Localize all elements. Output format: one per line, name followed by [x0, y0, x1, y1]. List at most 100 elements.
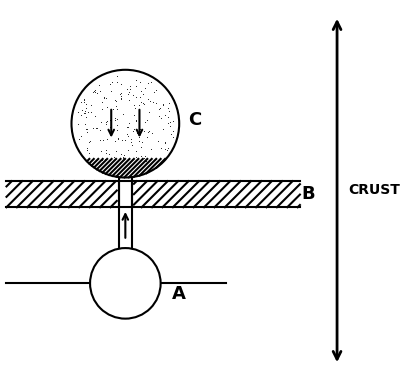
Point	[126, 88, 132, 94]
Point	[132, 93, 139, 99]
Point	[78, 112, 85, 118]
Point	[93, 125, 99, 131]
Point	[138, 88, 144, 94]
Point	[82, 101, 89, 107]
Circle shape	[90, 248, 161, 319]
Point	[104, 104, 110, 110]
Point	[98, 106, 105, 112]
Point	[113, 148, 119, 154]
Point	[118, 81, 124, 87]
Point	[113, 127, 120, 133]
Point	[119, 154, 126, 160]
Point	[117, 91, 124, 98]
Point	[102, 119, 109, 125]
Point	[106, 150, 113, 157]
Point	[146, 98, 153, 104]
Point	[84, 109, 91, 115]
Point	[133, 118, 140, 124]
Point	[103, 120, 110, 126]
Point	[143, 117, 150, 123]
Point	[154, 138, 161, 144]
Point	[94, 125, 100, 131]
Point	[118, 151, 124, 157]
Point	[136, 79, 143, 85]
Point	[137, 126, 143, 132]
Point	[115, 136, 122, 142]
Point	[96, 127, 103, 133]
Point	[81, 99, 87, 105]
Point	[162, 141, 168, 147]
Point	[118, 96, 124, 102]
Point	[170, 118, 176, 124]
Point	[130, 92, 137, 98]
Point	[98, 148, 104, 154]
Point	[125, 147, 132, 153]
Point	[166, 108, 172, 114]
Point	[160, 101, 167, 107]
Point	[141, 128, 147, 134]
Point	[156, 106, 162, 112]
Bar	[119, 178, 132, 248]
Point	[98, 119, 104, 125]
Point	[118, 90, 124, 96]
Point	[76, 136, 82, 142]
Point	[132, 77, 139, 83]
Point	[74, 121, 81, 127]
Point	[131, 102, 137, 108]
Point	[136, 102, 142, 108]
Point	[156, 114, 162, 120]
Point	[97, 137, 103, 143]
Text: CRUST: CRUST	[348, 184, 400, 197]
Point	[149, 158, 156, 165]
Point	[91, 88, 98, 94]
Point	[113, 98, 120, 104]
Point	[137, 94, 143, 100]
Point	[103, 95, 109, 101]
Point	[82, 108, 89, 114]
Point	[90, 125, 96, 131]
Point	[142, 85, 148, 91]
Point	[149, 130, 155, 136]
Point	[167, 118, 174, 125]
Point	[133, 83, 140, 89]
Point	[108, 79, 115, 85]
Point	[145, 80, 151, 86]
Point	[158, 115, 164, 121]
Point	[82, 121, 88, 127]
Point	[127, 83, 133, 89]
Point	[160, 102, 166, 109]
Point	[92, 87, 98, 93]
Point	[133, 117, 139, 123]
Point	[142, 158, 148, 164]
Point	[165, 120, 172, 126]
Point	[98, 99, 105, 105]
Point	[153, 100, 160, 106]
Point	[148, 146, 154, 152]
Point	[139, 139, 145, 146]
Point	[94, 90, 100, 96]
Point	[140, 100, 146, 106]
Point	[125, 91, 131, 97]
Point	[103, 147, 109, 153]
Point	[165, 105, 171, 111]
Point	[100, 137, 106, 143]
Point	[142, 153, 148, 159]
Point	[130, 128, 136, 134]
Point	[112, 115, 118, 122]
Point	[128, 139, 134, 145]
Point	[83, 114, 89, 120]
Point	[124, 124, 130, 130]
Point	[107, 81, 113, 87]
Point	[150, 99, 156, 105]
Point	[119, 137, 125, 143]
Point	[114, 79, 120, 85]
Point	[120, 154, 127, 160]
Point	[130, 126, 137, 132]
Point	[134, 130, 140, 136]
Point	[132, 154, 139, 160]
Circle shape	[72, 70, 179, 178]
Point	[84, 126, 91, 133]
Point	[125, 120, 132, 126]
Point	[114, 73, 120, 79]
Point	[146, 109, 152, 115]
